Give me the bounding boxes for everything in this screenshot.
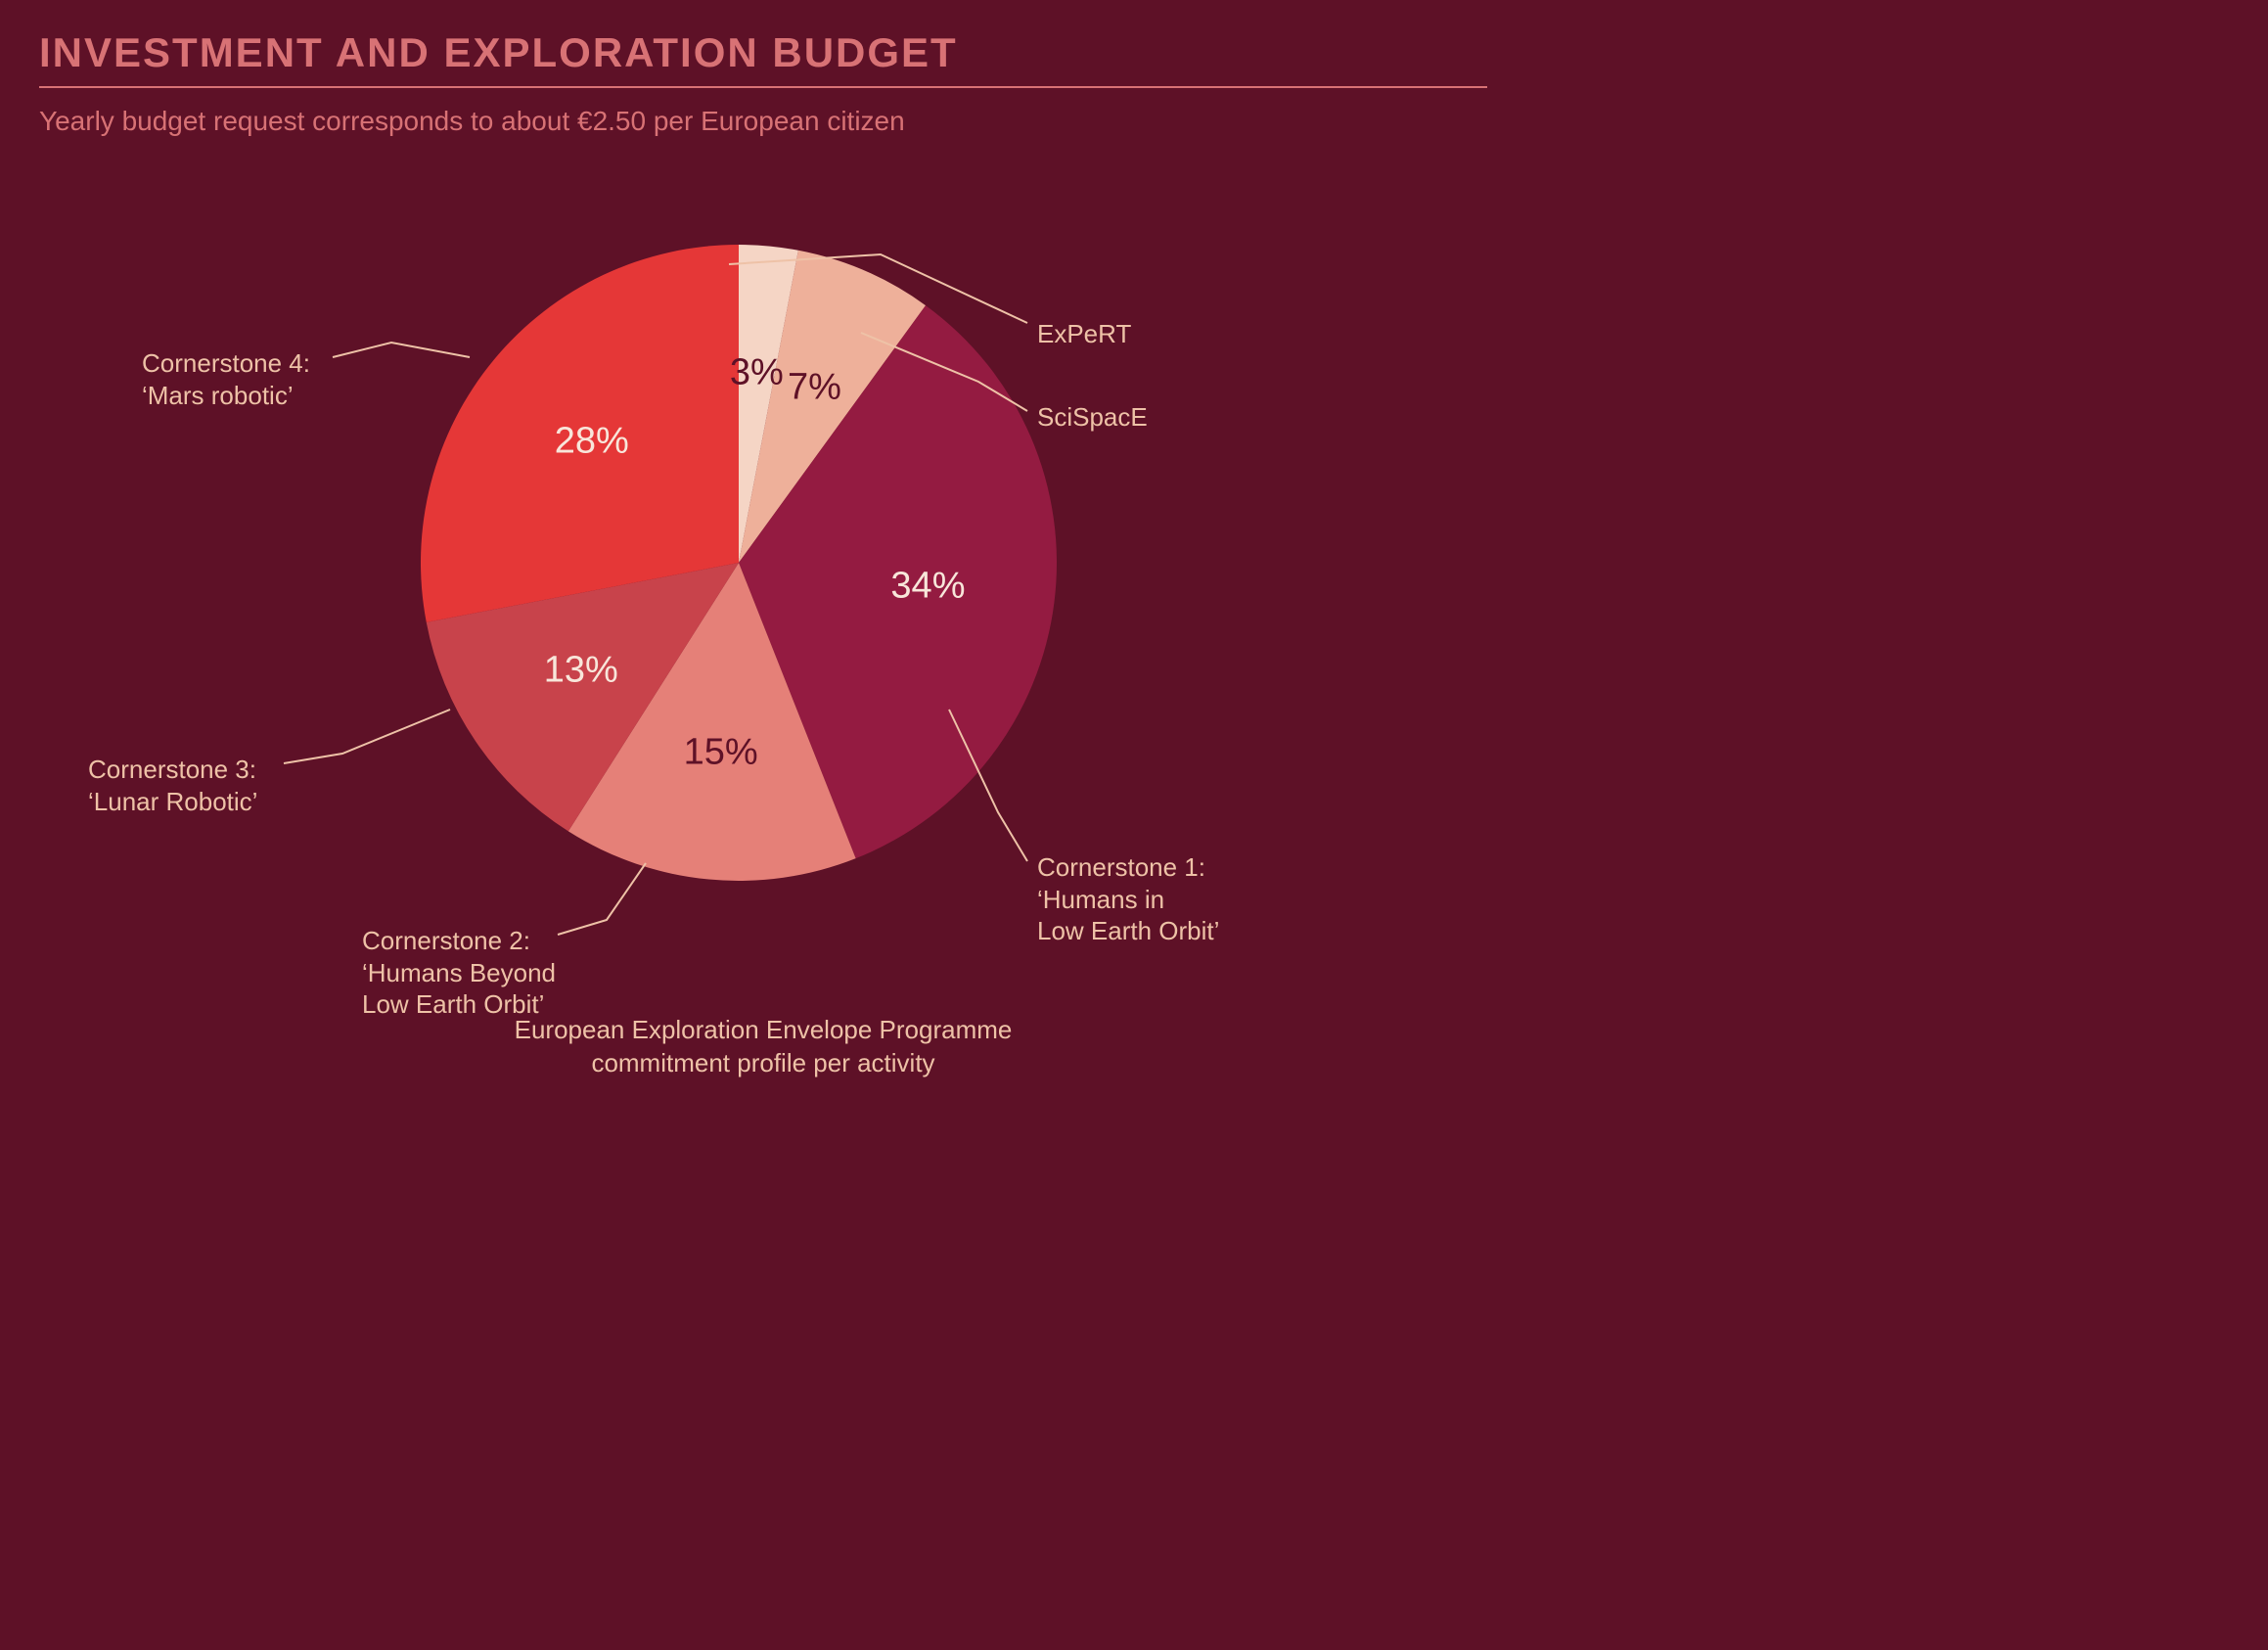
caption-line-2: commitment profile per activity [591, 1048, 934, 1077]
page-root: INVESTMENT AND EXPLORATION BUDGET Yearly… [0, 0, 1526, 1106]
chart-caption: European Exploration Envelope Programme … [0, 1014, 1526, 1080]
pie-chart-container: 3%7%34%15%13%28%ExPeRTSciSpacECornerston… [0, 166, 1526, 1008]
ext-label-c3: Cornerstone 3:‘Lunar Robotic’ [88, 754, 257, 817]
caption-line-1: European Exploration Envelope Programme [515, 1015, 1013, 1044]
title-divider [39, 86, 1487, 88]
ext-label-c2: Cornerstone 2:‘Humans BeyondLow Earth Or… [362, 925, 556, 1021]
ext-label-c4: Cornerstone 4:‘Mars robotic’ [142, 347, 310, 411]
ext-label-c1: Cornerstone 1:‘Humans inLow Earth Orbit’ [1037, 851, 1219, 947]
leader-c2 [558, 863, 646, 935]
leader-expert [729, 254, 1027, 323]
leader-scispace [861, 333, 1027, 411]
leader-c1 [949, 710, 1027, 861]
page-title: INVESTMENT AND EXPLORATION BUDGET [39, 29, 1487, 76]
leader-c3 [284, 710, 450, 763]
leader-lines [0, 166, 1526, 1008]
page-subtitle: Yearly budget request corresponds to abo… [39, 106, 1487, 137]
ext-label-scispace: SciSpacE [1037, 401, 1148, 434]
leader-c4 [333, 343, 470, 357]
ext-label-expert: ExPeRT [1037, 318, 1131, 350]
